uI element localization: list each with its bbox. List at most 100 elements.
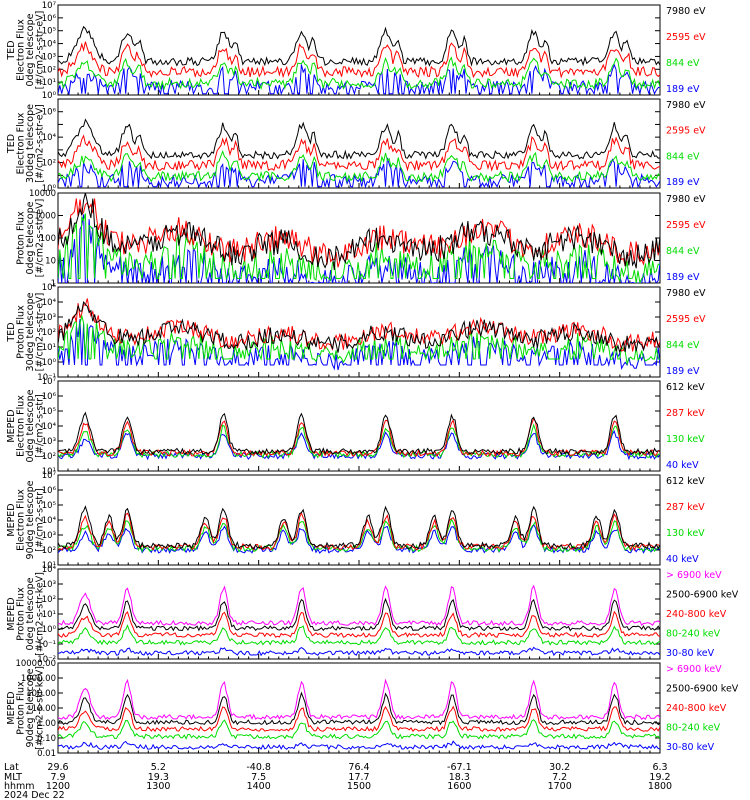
legend-entry: 844 eV	[666, 151, 700, 162]
x-axis-row-label: Lat	[4, 762, 19, 773]
panel-frame	[57, 474, 661, 566]
legend-entry: 30-80 keV	[666, 648, 715, 659]
y-tick-label: 100.00	[26, 689, 56, 699]
y-axis-label-line: 0deg telescope	[25, 201, 36, 274]
y-tick-label: 10⁰	[42, 358, 57, 368]
y-tick-label: 10³	[42, 313, 56, 323]
x-tick-mlt: 17.7	[348, 772, 369, 783]
x-tick-mlt: 19.3	[148, 772, 169, 783]
y-tick-label: 10²	[42, 595, 56, 605]
series-line-2	[58, 56, 660, 91]
y-tick-label: 10¹	[42, 467, 56, 477]
series-line-2	[58, 314, 660, 366]
y-tick-label: 10⁵	[42, 283, 56, 293]
y-axis-label-line: [#/cm2-s-str]	[35, 488, 46, 551]
y-axis-label-line: 30deg telescope	[25, 104, 36, 183]
y-axis-label-line: Electron Flux	[16, 112, 27, 174]
y-tick-label: 1.00	[37, 719, 56, 729]
y-tick-label: 10¹	[42, 78, 56, 88]
x-tick-hhmm: 1800	[648, 781, 672, 792]
legend-entry: 189 eV	[666, 366, 700, 377]
y-axis-label-line: MEPED	[6, 409, 17, 442]
legend-entry: 7980 eV	[666, 288, 706, 299]
date-label: 2024 Dec 22	[4, 790, 65, 800]
series-line-4	[58, 740, 660, 751]
legend-entry: 130 keV	[666, 434, 705, 445]
y-tick-label: 10⁻²	[37, 655, 56, 665]
series-line-3	[58, 214, 660, 283]
legend-entry: 7980 eV	[666, 6, 706, 17]
y-tick-label: 10⁴	[42, 565, 57, 575]
y-axis-label-line: 0deg telescope	[25, 577, 36, 650]
y-axis-label-line: 0deg telescope	[25, 13, 36, 86]
y-tick-label: 10⁰	[42, 625, 57, 635]
legend-entry: 240-800 keV	[666, 703, 727, 714]
legend-entry: 2595 eV	[666, 220, 706, 231]
y-tick-label: 10²	[42, 328, 56, 338]
y-tick-label: 10000.00	[15, 659, 56, 669]
x-tick-hhmm: 1300	[146, 781, 170, 792]
legend-entry: > 6900 keV	[666, 570, 722, 581]
y-axis-label-line: TED	[6, 40, 17, 60]
legend-entry: 2500-6900 keV	[666, 590, 739, 601]
x-axis-row-label: hhmm	[4, 781, 35, 792]
x-tick-lat: -67.1	[447, 762, 472, 773]
y-axis-label-line: [#/cm2-s-str-eV]	[35, 104, 46, 183]
y-axis-label-line: TED	[6, 134, 17, 154]
y-tick-label: 1	[51, 279, 56, 289]
y-tick-label: 10⁵	[42, 501, 56, 511]
y-tick-label: 10⁴	[42, 40, 57, 50]
y-tick-label: 10³	[42, 580, 56, 590]
y-tick-label: 10¹	[42, 561, 56, 571]
y-tick-label: 10⁵	[42, 407, 56, 417]
y-axis-label-line: MEPED	[6, 691, 17, 724]
series-line-0	[58, 505, 660, 550]
series-line-0	[58, 118, 660, 161]
y-tick-label: 10⁶	[42, 108, 57, 118]
y-tick-label: 10¹	[42, 343, 56, 353]
x-tick-hhmm: 1400	[247, 781, 271, 792]
series-line-0	[58, 411, 660, 456]
y-tick-label: 10⁷	[42, 471, 57, 481]
y-axis-label-line: 0deg telescope	[25, 389, 36, 462]
y-tick-label: 10.00	[32, 704, 56, 714]
series-line-0	[58, 678, 660, 721]
y-axis-label-line: [#/cm2-s-str-keV]	[35, 666, 46, 750]
y-tick-label: 10²	[42, 452, 56, 462]
legend-entry: 844 eV	[666, 58, 700, 69]
legend-entry: 40 keV	[666, 460, 699, 471]
panel-frame	[57, 662, 661, 754]
y-axis-label-line: [#/cm2-s-str-eV]	[35, 199, 46, 278]
series-line-1	[58, 134, 660, 172]
series-line-2	[58, 149, 660, 184]
legend-entry: 2595 eV	[666, 314, 706, 325]
legend-entry: 189 eV	[666, 272, 700, 283]
legend-entry: 287 keV	[666, 502, 705, 513]
y-axis-label-line: 90deg telescope	[25, 480, 36, 559]
y-axis-label-line: Electron Flux	[16, 489, 27, 551]
x-tick-mlt: 7.5	[251, 772, 266, 783]
series-line-3	[58, 157, 660, 188]
legend-entry: 2500-6900 keV	[666, 684, 739, 695]
x-tick-hhmm: 1500	[347, 781, 371, 792]
x-tick-mlt: 18.3	[449, 772, 470, 783]
y-tick-label: 10	[45, 257, 56, 267]
x-tick-lat: 5.2	[151, 762, 166, 773]
y-tick-label: 100	[40, 234, 56, 244]
panel-frame	[57, 98, 661, 189]
y-tick-label: 10⁴	[42, 422, 57, 432]
y-axis-label-line: [#/cm2-s-str-keV]	[35, 572, 46, 656]
x-tick-hhmm: 1600	[447, 781, 471, 792]
series-line-1	[58, 298, 660, 352]
x-tick-hhmm: 1700	[548, 781, 572, 792]
legend-entry: 130 keV	[666, 528, 705, 539]
y-tick-label: 10⁰	[42, 184, 57, 194]
y-tick-label: 10³	[42, 437, 56, 447]
